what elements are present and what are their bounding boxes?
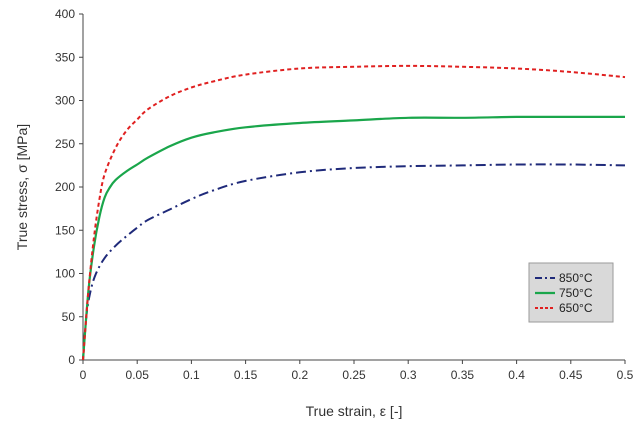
y-tick-label: 50: [62, 310, 76, 324]
series-line-2: [81, 115, 625, 361]
x-tick-label: 0.15: [234, 368, 258, 382]
x-tick-label: 0.4: [508, 368, 525, 382]
y-axis-label: True stress, σ [MPa]: [14, 124, 30, 250]
legend-label: 750°C: [559, 286, 593, 300]
series-line-3: [82, 64, 626, 361]
x-tick-label: 0.2: [291, 368, 308, 382]
x-tick-label: 0.05: [126, 368, 150, 382]
y-tick-label: 150: [55, 223, 75, 237]
x-axis-label: True strain, ε [-]: [306, 403, 403, 419]
y-tick-label: 400: [55, 7, 75, 21]
legend-label: 650°C: [559, 301, 593, 315]
x-tick-label: 0.5: [617, 368, 634, 382]
y-tick-label: 0: [68, 353, 75, 367]
legend-label: 850°C: [559, 271, 593, 285]
y-tick-label: 300: [55, 94, 75, 108]
series-layer: [81, 64, 626, 361]
x-tick-label: 0.25: [342, 368, 366, 382]
y-tick-label: 350: [55, 50, 75, 64]
x-tick-label: 0: [80, 368, 87, 382]
series-line-1: [82, 163, 626, 361]
y-tick-label: 200: [55, 180, 75, 194]
x-tick-label: 0.3: [400, 368, 417, 382]
x-tick-label: 0.35: [451, 368, 475, 382]
x-tick-label: 0.45: [559, 368, 583, 382]
axes: 0 0.05 0.1 0.15 0.2 0.25 0.3 0.35 0.4 0.45 0.5 0 50 1…: [55, 7, 634, 382]
x-tick-label: 0.1: [183, 368, 200, 382]
y-tick-label: 100: [55, 267, 75, 281]
y-tick-label: 250: [55, 137, 75, 151]
